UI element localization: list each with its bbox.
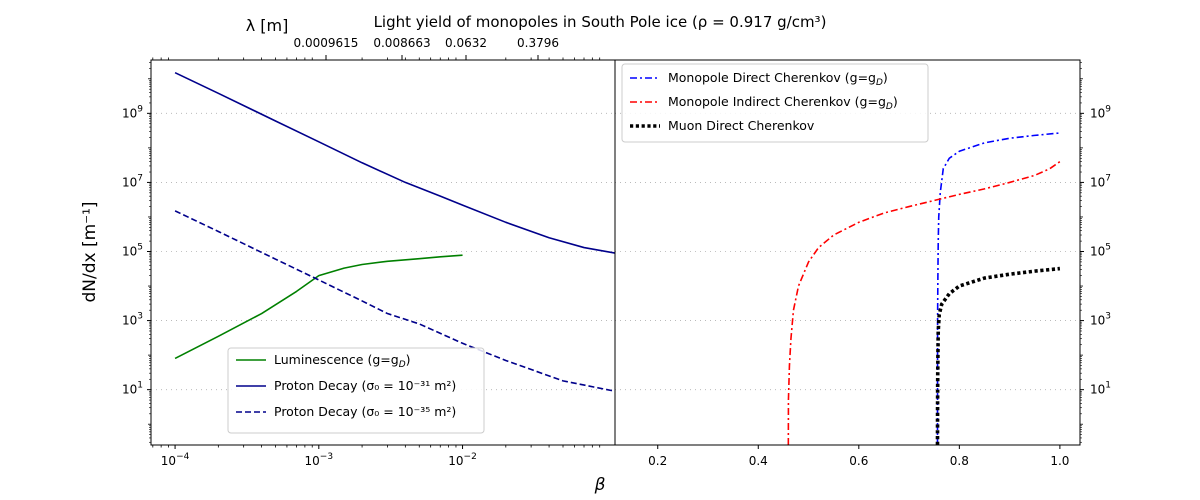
top-axis-label: λ [m] bbox=[246, 16, 289, 35]
series-line-left-2 bbox=[174, 210, 615, 393]
legend-label: Monopole Indirect Cherenkov (g=gD) bbox=[668, 94, 898, 112]
x-tick-label: 10−4 bbox=[161, 452, 190, 468]
y-tick-label: 109 bbox=[122, 104, 143, 120]
top-tick-label: 0.008663 bbox=[373, 36, 430, 50]
series-line-right-2 bbox=[935, 266, 1061, 445]
legend-left: Luminescence (g=gD) Proton Decay (σ₀ = 10… bbox=[227, 347, 485, 434]
x-axis-label: β bbox=[594, 475, 606, 495]
y-tick-label: 103 bbox=[1090, 312, 1111, 328]
x-tick-label: 1.0 bbox=[1050, 454, 1069, 468]
axes-frame-right bbox=[614, 59, 1081, 446]
top-axis-ticks: 0.0009615 0.008663 0.0632 0.3796 bbox=[294, 36, 559, 60]
y-tick-label: 109 bbox=[1090, 104, 1111, 120]
legend-label: Muon Direct Cherenkov bbox=[668, 118, 815, 133]
y-tick-label: 107 bbox=[122, 173, 143, 189]
top-tick-label: 0.0009615 bbox=[294, 36, 359, 50]
legend-label: Proton Decay (σ₀ = 10⁻³⁵ m²) bbox=[274, 404, 456, 419]
legend-label: Proton Decay (σ₀ = 10⁻³¹ m²) bbox=[274, 378, 456, 393]
legend-right: Monopole Direct Cherenkov (g=gD) Monopole… bbox=[621, 63, 929, 143]
x-tick-label: 10−3 bbox=[305, 452, 334, 468]
top-tick-label: 0.3796 bbox=[517, 36, 559, 50]
x-tick-label: 0.4 bbox=[749, 454, 768, 468]
x-tick-label: 0.2 bbox=[648, 454, 667, 468]
right-panel: 0.2 0.4 0.6 0.8 1.0 101 103 105 107 109 Monopole D… bbox=[614, 59, 1111, 468]
y-axis-label: dN/dx [m⁻¹] bbox=[80, 201, 100, 302]
series-line-right-1 bbox=[787, 160, 1061, 445]
x-tick-label: 10−2 bbox=[448, 452, 477, 468]
y-tick-label: 105 bbox=[1090, 242, 1111, 258]
x-tick-label: 0.6 bbox=[849, 454, 868, 468]
y-tick-label: 101 bbox=[1090, 381, 1111, 397]
x-tick-label: 0.8 bbox=[950, 454, 969, 468]
legend-label: Monopole Direct Cherenkov (g=gD) bbox=[668, 70, 888, 88]
y-tick-label: 101 bbox=[122, 381, 143, 397]
y-tick-label: 105 bbox=[122, 242, 143, 258]
y-tick-label: 107 bbox=[1090, 173, 1111, 189]
y-tick-label: 103 bbox=[122, 312, 143, 328]
left-panel: 10−4 10−3 10−2 101 103 105 107 109 Luminescence … bbox=[122, 57, 616, 468]
series-line-right-0 bbox=[936, 132, 1060, 445]
series-line-left-0 bbox=[174, 254, 463, 360]
legend-label: Luminescence (g=gD) bbox=[274, 352, 411, 370]
series-line-left-1 bbox=[174, 71, 615, 254]
top-tick-label: 0.0632 bbox=[445, 36, 487, 50]
chart-title: Light yield of monopoles in South Pole i… bbox=[374, 13, 827, 31]
